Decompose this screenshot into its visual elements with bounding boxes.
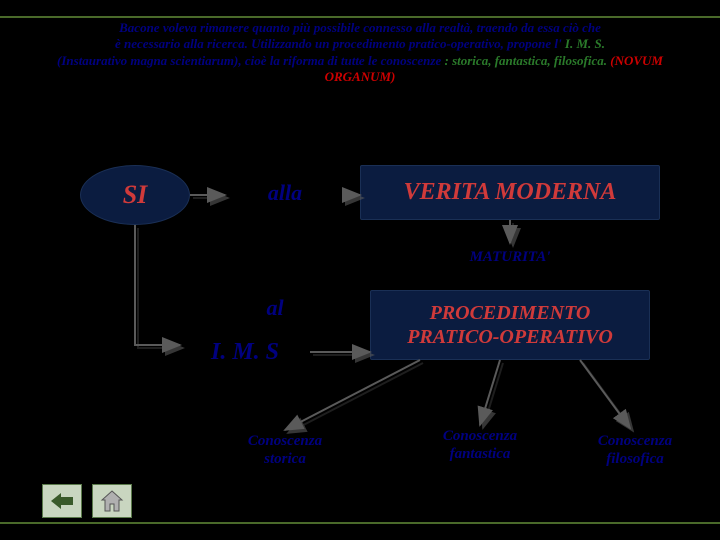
nav-bar (42, 484, 132, 518)
home-button[interactable] (92, 484, 132, 518)
top-rule (0, 16, 720, 18)
node-verita-label: VERITA MODERNA (404, 179, 617, 206)
c3-l2: filosofica (606, 451, 664, 467)
intro-line2: è necessario alla ricerca. Utilizzando u… (115, 36, 565, 51)
c2-l2: fantastica (450, 446, 511, 462)
intro-line1: Bacone voleva rimanere quanto più possib… (119, 20, 601, 35)
intro-paragraph: Bacone voleva rimanere quanto più possib… (50, 20, 670, 85)
intro-ims: I. M. S. (565, 36, 605, 51)
node-conoscenza-fantastica: Conoscenza fantastica (410, 425, 550, 465)
node-verita: VERITA MODERNA (360, 165, 660, 220)
home-icon (100, 490, 124, 512)
node-proc-line1: PROCEDIMENTO (430, 302, 591, 324)
node-procedimento: PROCEDIMENTO PRATICO-OPERATIVO (370, 290, 650, 360)
node-alla-label: alla (268, 180, 302, 206)
node-conoscenza-filosofica: Conoscenza filosofica (565, 430, 705, 470)
node-alla: alla (225, 170, 345, 215)
node-conoscenza-storica: Conoscenza storica (215, 430, 355, 470)
node-maturita: MATURITA' (440, 245, 580, 270)
node-si-label: SI (123, 180, 148, 210)
c3-l1: Conoscenza (598, 433, 672, 449)
node-ims-label: I. M. S (211, 339, 279, 366)
back-arrow-icon (51, 493, 73, 509)
node-al-label: al (266, 295, 283, 321)
node-proc-line2: PRATICO-OPERATIVO (407, 326, 613, 348)
node-si: SI (80, 165, 190, 225)
c1-l2: storica (264, 451, 306, 467)
node-ims: I. M. S (180, 330, 310, 375)
back-button[interactable] (42, 484, 82, 518)
intro-line3b: : storica, fantastica, filosofica. (445, 53, 608, 68)
node-al: al (235, 290, 315, 325)
c1-l1: Conoscenza (248, 433, 322, 449)
node-maturita-label: MATURITA' (470, 249, 551, 266)
c2-l1: Conoscenza (443, 428, 517, 444)
intro-line3a: (Instaurativo magna scientiarum), cioè l… (57, 53, 441, 68)
bottom-rule (0, 522, 720, 524)
